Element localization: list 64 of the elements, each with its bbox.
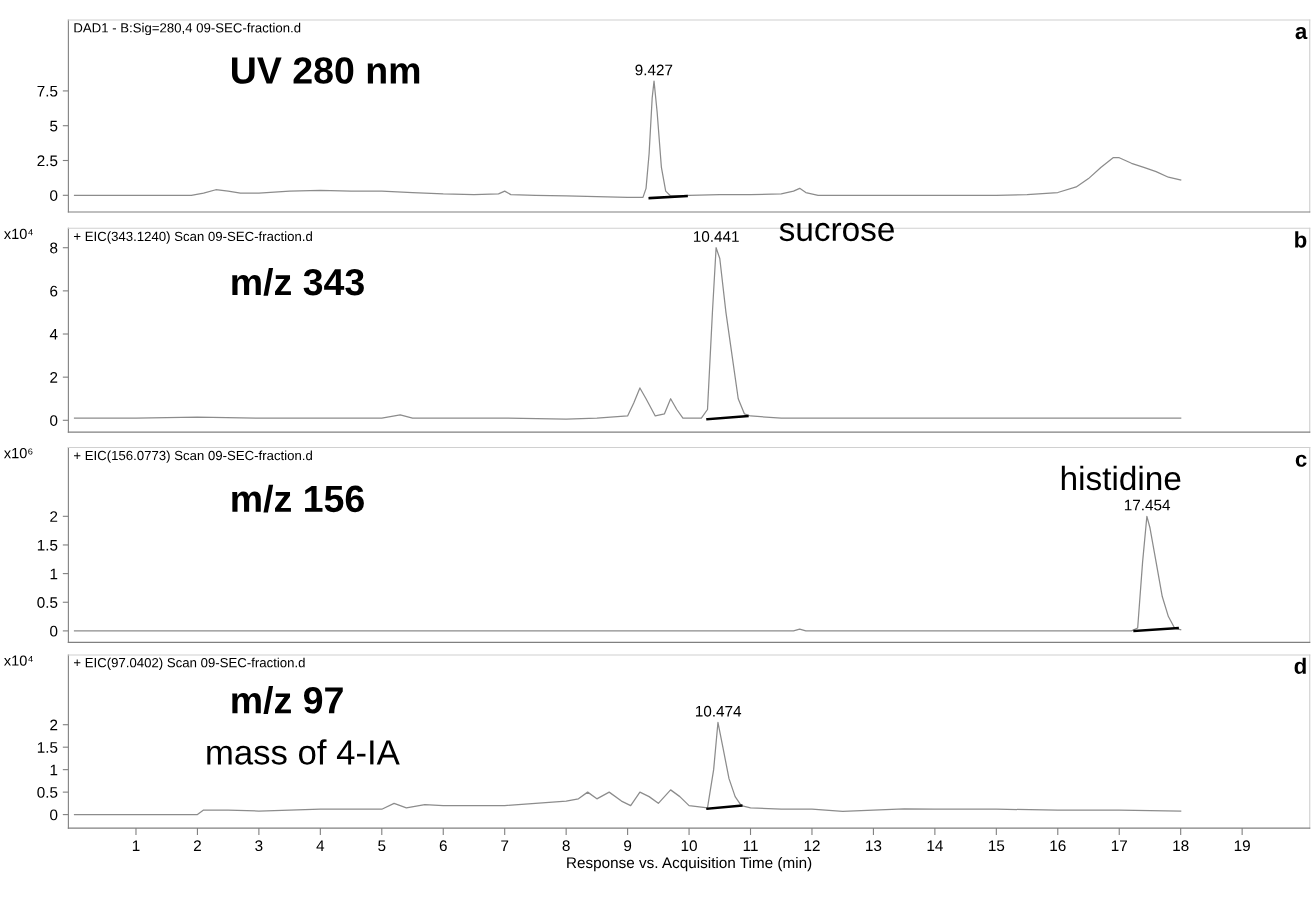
x-tick-label: 18: [1173, 840, 1189, 852]
annotation: histidine: [1061, 465, 1181, 491]
chart-title: + EIC(156.0773) Scan 09-SEC-fraction.d: [73, 450, 312, 463]
annotation: 17.454: [1124, 499, 1171, 511]
y-tick-label: 0: [50, 415, 58, 426]
y-tick-label: 1: [50, 764, 58, 776]
y-tick-label: 8: [50, 242, 58, 254]
x-tick-label: 10: [681, 840, 697, 852]
line-series: [73, 247, 1182, 420]
y-tick-label: 0: [50, 625, 58, 637]
x-tick-label: 6: [439, 840, 447, 852]
y-tick-label: 6: [50, 285, 58, 297]
annotation: c: [1295, 454, 1307, 467]
y-tick-label: 1: [50, 568, 58, 580]
y-tick-label: 2: [50, 372, 58, 383]
y-axis-title: x10⁶: [3, 447, 33, 459]
x-axis-title: Response vs. Acquisition Time (min): [567, 856, 812, 872]
x-tick-label: 19: [1234, 840, 1250, 852]
x-tick-label: 15: [989, 840, 1005, 852]
annotation: 9.427: [635, 64, 673, 76]
y-axis-title: x10⁴: [3, 655, 33, 666]
annotation: 10.441: [693, 231, 739, 242]
annotation: m/z 343: [232, 267, 364, 296]
annotation: mass of 4-IA: [207, 739, 400, 765]
y-tick-label: 1.5: [37, 539, 58, 551]
chart-title: + EIC(97.0402) Scan 09-SEC-fraction.d: [73, 657, 305, 670]
y-tick-label: 4: [49, 329, 58, 340]
x-tick-label: 8: [562, 840, 570, 852]
y-tick-label: 2: [50, 511, 58, 522]
y-tick-label: 0: [50, 190, 58, 201]
y-tick-label: 7.5: [37, 85, 58, 97]
annotation: 10.474: [695, 705, 742, 717]
annotation: UV 280 nm: [232, 57, 420, 84]
x-tick-label: 11: [743, 840, 758, 851]
y-tick-label: 0.5: [37, 786, 58, 798]
x-tick-label: 7: [501, 840, 509, 851]
y-tick-label: 0: [50, 809, 58, 821]
x-tick-label: 17: [1111, 840, 1127, 851]
y-tick-label: 2: [50, 719, 58, 731]
annotation: m/z 156: [232, 484, 364, 513]
x-tick-label: 3: [255, 840, 263, 852]
line-series: [73, 515, 1182, 632]
line-series: [73, 721, 1182, 816]
chart-title: + EIC(343.1240) Scan 09-SEC-fraction.d: [73, 231, 312, 244]
y-tick-label: 2.5: [37, 155, 58, 167]
x-tick-label: 14: [927, 840, 943, 851]
x-tick-label: 1: [132, 840, 140, 851]
chart-title: DAD1 - B:Sig=280,4 09-SEC-fraction.d: [74, 22, 301, 36]
x-tick-label: 5: [378, 840, 386, 852]
y-axis-title: x10⁴: [3, 228, 33, 240]
x-tick-label: 13: [866, 840, 882, 852]
x-tick-label: 12: [804, 840, 820, 851]
annotation: m/z 97: [232, 686, 343, 714]
x-tick-label: 16: [1050, 840, 1066, 852]
annotation: d: [1294, 657, 1306, 674]
y-tick-label: 1.5: [37, 742, 58, 753]
annotation: b: [1295, 231, 1307, 248]
annotation: a: [1295, 26, 1308, 40]
y-tick-label: 5: [50, 120, 58, 132]
x-tick-label: 4: [316, 840, 325, 851]
x-tick-label: 9: [624, 840, 632, 852]
annotation: sucrose: [779, 222, 894, 242]
x-tick-label: 2: [193, 840, 201, 851]
y-tick-label: 0.5: [37, 597, 58, 608]
